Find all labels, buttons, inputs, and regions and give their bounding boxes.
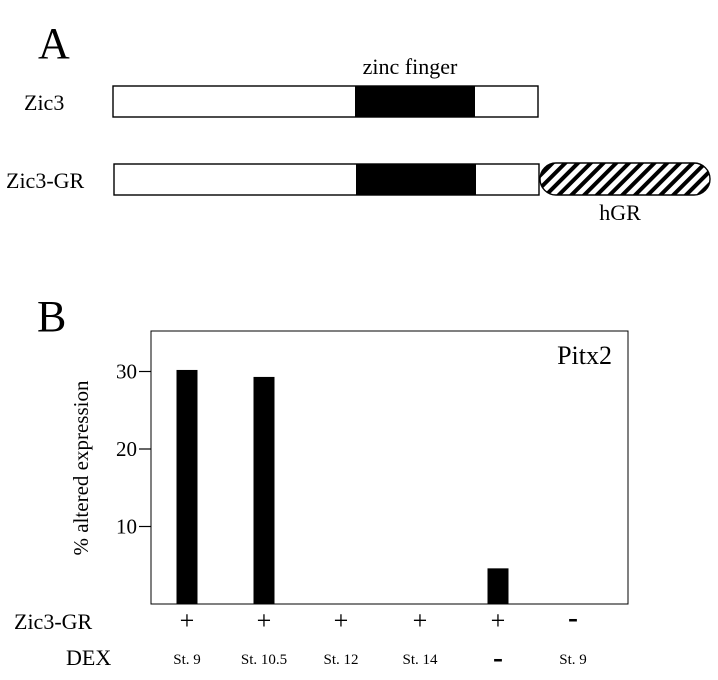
zic3-gr-construct	[113, 162, 711, 196]
x-label-zic3-gr: +	[180, 606, 195, 635]
hgr-domain	[539, 162, 711, 196]
x-label-zic3-gr: +	[413, 606, 428, 635]
bar	[487, 568, 509, 604]
zic3-gr-label: Zic3-GR	[6, 168, 85, 193]
zic3-zinc-finger-domain	[355, 86, 475, 117]
x-label-zic3-gr: +	[334, 606, 349, 635]
y-tick-label: 20	[116, 437, 137, 461]
y-axis-ticks: 10 20 30	[116, 360, 151, 539]
zic3-gr-zinc-finger-domain	[356, 164, 476, 195]
x-label-dex: -	[493, 641, 503, 674]
y-axis-label: % altered expression	[69, 380, 93, 555]
x-label-dex: St. 10.5	[241, 652, 287, 668]
y-tick-label: 30	[116, 360, 137, 384]
x-label-dex: St. 14	[402, 652, 438, 668]
zic3-label: Zic3	[24, 90, 64, 115]
x-label-zic3-gr: +	[491, 606, 506, 635]
panel-b-label: B	[37, 292, 66, 341]
chart-title: Pitx2	[557, 341, 612, 370]
x-label-dex: St. 9	[559, 652, 587, 668]
x-category-labels: + St. 9 + St. 10.5 + St. 12 + St. 14 + - - St. 9	[173, 601, 587, 674]
x-label-dex: St. 12	[323, 652, 358, 668]
zic3-construct	[112, 85, 539, 118]
hgr-label: hGR	[599, 200, 641, 225]
bar	[176, 369, 198, 604]
bar	[253, 376, 275, 604]
y-tick-label: 10	[116, 515, 137, 539]
bars	[176, 369, 509, 604]
dex-row-label: DEX	[66, 645, 111, 670]
x-label-zic3-gr: +	[257, 606, 272, 635]
plot-frame	[150, 330, 629, 605]
zinc-finger-label: zinc finger	[363, 54, 458, 79]
x-label-zic3-gr: -	[568, 601, 578, 634]
pitx2-bar-chart: Pitx2 % altered expression 10 20 30 + St. 9…	[69, 330, 629, 674]
panel-a-label: A	[38, 19, 70, 68]
zic3-gr-row-label: Zic3-GR	[14, 609, 93, 634]
x-label-dex: St. 9	[173, 652, 201, 668]
